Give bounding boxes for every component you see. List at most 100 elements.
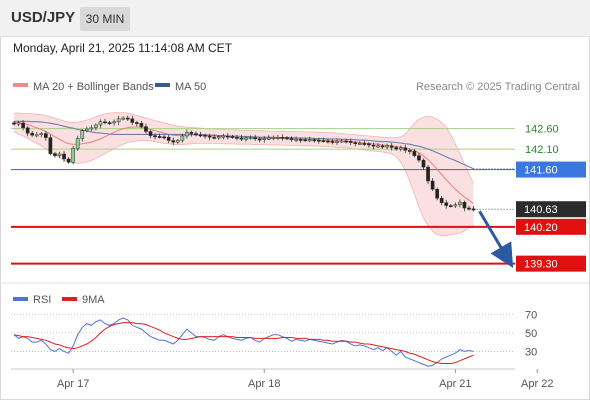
candle-body-down <box>421 159 426 168</box>
candle-body-down <box>367 143 371 146</box>
candle <box>271 135 276 141</box>
candle-body-up <box>121 117 126 120</box>
candle-body-up <box>112 121 116 124</box>
candle <box>330 139 335 145</box>
candle-body-up <box>398 147 403 150</box>
candle <box>417 152 421 163</box>
candle <box>226 133 230 140</box>
candle-body-down <box>444 202 449 206</box>
candle-body-up <box>94 124 98 129</box>
candle <box>412 148 417 158</box>
candle <box>344 138 348 144</box>
candle <box>367 142 371 148</box>
candle-body-up <box>98 121 103 126</box>
candle <box>253 134 258 141</box>
candle <box>408 148 412 155</box>
candle <box>162 135 167 140</box>
candle-body-down <box>212 136 217 139</box>
candle-body-up <box>34 134 39 137</box>
candle-body-down <box>348 141 353 143</box>
candle-body-down <box>103 121 107 124</box>
candle-body-down <box>207 135 212 138</box>
resistance-label: 142.10 <box>525 144 559 156</box>
x-tick-label: Apr 21 <box>439 378 471 390</box>
candle-body-up <box>116 118 121 122</box>
candle-body-up <box>458 202 462 205</box>
legend-swatch-9ma <box>62 297 77 301</box>
candle-body-down <box>62 153 66 160</box>
candle-body-down <box>371 144 376 147</box>
candle <box>53 151 57 158</box>
candle-body-up <box>75 138 80 149</box>
candle-body-up <box>185 132 189 137</box>
candle-body-down <box>462 202 467 209</box>
candle-body-down <box>330 141 335 143</box>
candle <box>203 133 207 139</box>
candle-body-down <box>321 140 326 142</box>
candle <box>198 131 203 138</box>
candle <box>380 144 385 149</box>
candle <box>467 205 471 211</box>
candle-body-down <box>239 137 244 140</box>
candle-body-down <box>171 140 176 143</box>
rsi-legend: RSI 9MA <box>13 294 105 306</box>
x-tick-label: Apr 22 <box>521 378 553 390</box>
candle <box>185 129 189 139</box>
forecast-arrow <box>478 210 514 268</box>
candle <box>80 129 85 142</box>
timeframe-button[interactable]: 30 MIN <box>80 7 130 31</box>
support-label-box <box>516 218 586 235</box>
legend-swatch-rsi <box>13 297 28 301</box>
candle <box>62 151 66 163</box>
candle-body-up <box>271 136 276 139</box>
candle <box>239 135 244 142</box>
rsi-tick-label: 50 <box>525 328 537 340</box>
candle <box>207 133 212 141</box>
candle-body-up <box>385 145 389 148</box>
candle <box>39 131 44 138</box>
candle <box>107 120 112 126</box>
candle-body-down <box>394 147 399 150</box>
candle <box>435 187 439 201</box>
candle <box>385 143 389 150</box>
candle <box>439 195 444 206</box>
candle <box>353 140 358 147</box>
candle <box>84 126 89 133</box>
candle <box>116 115 121 125</box>
candle <box>153 133 157 140</box>
candle <box>389 142 394 151</box>
candle-body-down <box>12 122 16 125</box>
candle <box>285 136 289 141</box>
candle <box>244 136 248 142</box>
price-legend: MA 20 + Bollinger Bands MA 50 <box>13 81 206 93</box>
candle <box>462 200 467 212</box>
candle <box>12 121 16 126</box>
candle <box>121 116 126 121</box>
candle-body-up <box>89 127 94 130</box>
candle-body-down <box>280 136 285 139</box>
candle <box>89 124 94 132</box>
candle <box>130 115 135 126</box>
candle <box>235 134 239 141</box>
credit-text: Research © 2025 Trading Central <box>416 81 580 93</box>
pivot-label-box <box>516 161 586 178</box>
bollinger-upper-line <box>14 112 474 184</box>
candle <box>48 134 53 156</box>
candle <box>157 133 162 139</box>
candle <box>421 158 426 170</box>
candle-body-down <box>426 166 430 182</box>
candle-body-down <box>317 139 321 142</box>
candle <box>307 136 312 143</box>
candle-body-down <box>403 147 408 151</box>
candle-body-up <box>39 133 44 136</box>
rsi-tick-label: 30 <box>525 346 537 358</box>
candle <box>444 199 449 209</box>
candle <box>144 123 148 134</box>
candle-body-up <box>307 139 312 142</box>
candle-body-down <box>157 136 162 138</box>
candle-body-up <box>216 136 221 139</box>
candle <box>326 139 330 144</box>
candle-body-down <box>417 155 421 161</box>
candle <box>426 164 430 185</box>
legend-swatch-ma50 <box>155 83 170 87</box>
